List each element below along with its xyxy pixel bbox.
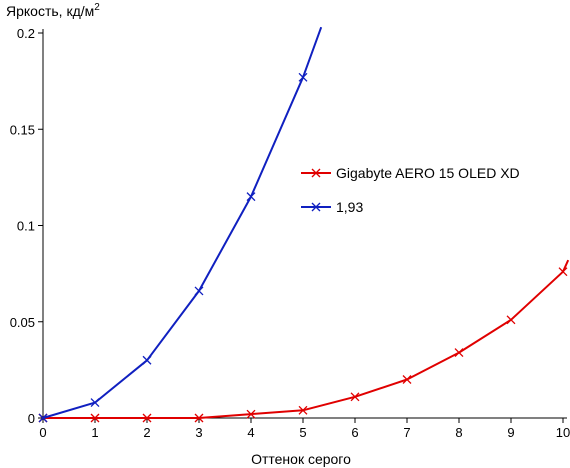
x-tick-label: 1 <box>91 425 98 440</box>
series-line <box>43 259 570 419</box>
y-tick-label: 0.2 <box>17 26 35 41</box>
y-tick-label: 0.1 <box>17 219 35 234</box>
data-point <box>558 267 568 277</box>
x-tick-label: 8 <box>455 425 462 440</box>
legend-marker <box>311 168 321 178</box>
series-layer <box>38 26 570 423</box>
series-1 <box>38 259 570 423</box>
legend-label: 1,93 <box>336 199 363 215</box>
data-point <box>506 315 516 325</box>
data-point <box>90 413 100 423</box>
data-point <box>298 405 308 415</box>
legend-item-1: Gigabyte AERO 15 OLED XD <box>301 165 520 181</box>
x-tick-label: 4 <box>247 425 254 440</box>
series-2 <box>38 26 323 423</box>
data-point <box>90 398 100 408</box>
x-tick-label: 6 <box>351 425 358 440</box>
legend-label: Gigabyte AERO 15 OLED XD <box>336 165 520 181</box>
y-tick-label: 0.05 <box>10 315 35 330</box>
data-point <box>194 286 204 296</box>
legend-marker <box>311 202 321 212</box>
x-tick-label: 5 <box>299 425 306 440</box>
data-point <box>142 355 152 365</box>
x-tick-label: 10 <box>556 425 570 440</box>
x-tick-label: 0 <box>39 425 46 440</box>
x-tick-label: 7 <box>403 425 410 440</box>
series-line <box>42 26 323 419</box>
y-axis-title: Яркость, кд/м2 <box>6 2 100 19</box>
x-tick-label: 2 <box>143 425 150 440</box>
y-tick-label: 0 <box>28 411 35 426</box>
data-point <box>298 72 308 82</box>
data-point <box>454 348 464 358</box>
x-axis-ticks: 0 1 2 3 4 5 6 7 8 9 10 <box>39 418 570 440</box>
legend: Gigabyte AERO 15 OLED XD 1,93 <box>301 165 520 215</box>
data-point <box>246 192 256 202</box>
data-point <box>246 409 256 419</box>
axes <box>42 29 567 419</box>
y-tick-label: 0.15 <box>10 122 35 137</box>
x-tick-label: 3 <box>195 425 202 440</box>
data-point <box>142 413 152 423</box>
legend-item-2: 1,93 <box>301 199 363 215</box>
x-axis-title: Оттенок серого <box>251 451 351 467</box>
data-point <box>194 413 204 423</box>
y-axis-ticks: 0 0.05 0.1 0.15 0.2 <box>10 26 43 426</box>
x-tick-label: 9 <box>507 425 514 440</box>
data-point <box>350 392 360 402</box>
data-point <box>38 413 48 423</box>
data-point <box>402 375 412 384</box>
